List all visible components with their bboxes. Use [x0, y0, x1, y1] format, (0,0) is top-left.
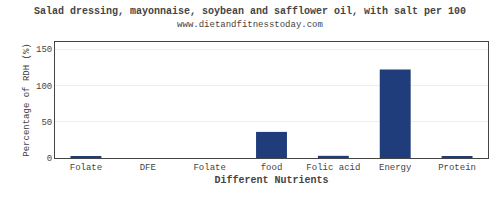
svg-text:150: 150 [36, 45, 52, 55]
svg-text:Percentage of RDH (%): Percentage of RDH (%) [22, 43, 32, 156]
svg-text:Folate: Folate [70, 163, 102, 173]
svg-text:Protein: Protein [438, 163, 476, 173]
svg-text:100: 100 [36, 82, 52, 92]
svg-text:DFE: DFE [140, 163, 156, 173]
svg-text:Energy: Energy [379, 163, 412, 173]
svg-text:Salad dressing, mayonnaise, so: Salad dressing, mayonnaise, soybean and … [34, 6, 466, 30]
svg-text:Folic acid: Folic acid [306, 163, 360, 173]
svg-text:50: 50 [41, 118, 52, 128]
svg-text:Folate: Folate [193, 163, 225, 173]
svg-text:food: food [261, 163, 283, 173]
svg-text:0: 0 [47, 154, 52, 164]
svg-text:Different Nutrients: Different Nutrients [214, 175, 328, 186]
